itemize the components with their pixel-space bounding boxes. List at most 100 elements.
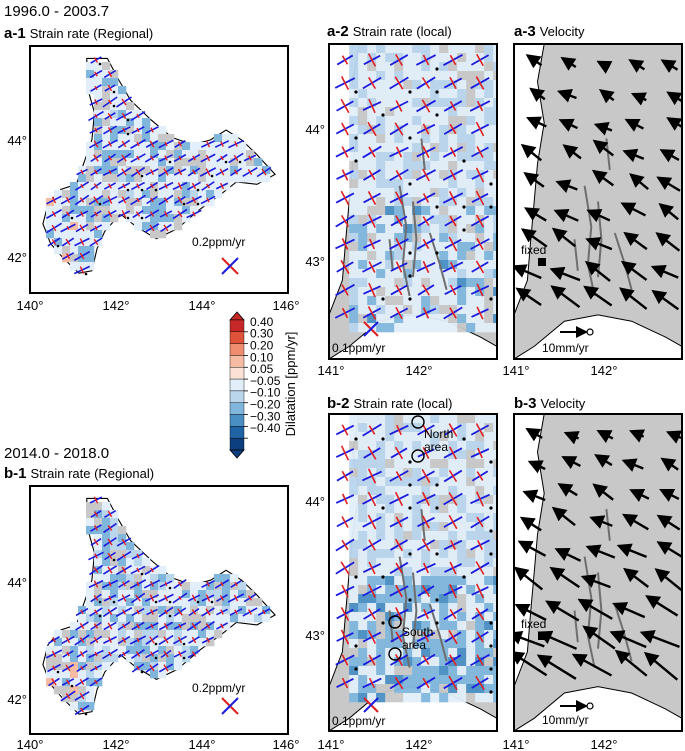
dilatation-cell bbox=[126, 638, 135, 647]
dilatation-cell bbox=[421, 143, 431, 153]
extension-axis bbox=[51, 196, 57, 204]
colorbar-min-triangle bbox=[229, 449, 245, 459]
dilatation-cell bbox=[430, 414, 440, 424]
extension-axis bbox=[341, 654, 349, 666]
dilatation-cell bbox=[457, 215, 467, 225]
extension-axis bbox=[108, 581, 112, 587]
dilatation-cell bbox=[110, 630, 119, 639]
extension-axis bbox=[79, 692, 85, 700]
extension-axis bbox=[178, 651, 182, 657]
dilatation-cell bbox=[94, 126, 103, 135]
dilatation-cell bbox=[254, 158, 263, 167]
dilatation-cell bbox=[439, 134, 449, 144]
dilatation-cell bbox=[394, 44, 404, 54]
dilatation-cell bbox=[174, 598, 183, 607]
gnss-station bbox=[435, 205, 439, 209]
dilatation-cell bbox=[206, 182, 215, 191]
gnss-station bbox=[140, 174, 144, 178]
dilatation-cell bbox=[367, 143, 377, 153]
dilatation-cell bbox=[484, 287, 494, 297]
extension-axis bbox=[107, 84, 113, 92]
dilatation-cell bbox=[439, 188, 449, 198]
extension-axis bbox=[191, 636, 197, 644]
dilatation-cell bbox=[238, 142, 247, 151]
dilatation-cell bbox=[421, 269, 431, 279]
dilatation-cell bbox=[358, 612, 368, 622]
velocity-vector bbox=[629, 429, 646, 443]
dilatation-cell bbox=[102, 190, 111, 199]
extension-axis bbox=[66, 211, 70, 217]
extension-axis bbox=[340, 259, 350, 275]
active-fault bbox=[412, 201, 418, 278]
gnss-station bbox=[408, 297, 412, 301]
dilatation-cell bbox=[94, 86, 103, 95]
dilatation-cell bbox=[86, 526, 95, 535]
dilatation-cell bbox=[349, 71, 359, 81]
dilatation-cell bbox=[134, 550, 143, 559]
extension-axis bbox=[107, 112, 113, 120]
dilatation-cell bbox=[385, 53, 395, 63]
velocity-vector bbox=[614, 649, 648, 677]
dilatation-cell bbox=[110, 174, 119, 183]
colorbar-tick-label: −0.20 bbox=[250, 398, 281, 412]
dilatation-cell bbox=[174, 654, 183, 663]
colorbar-ticks: 0.400.300.200.100.05−0.05−0.10−0.20−0.30… bbox=[244, 315, 281, 439]
extension-axis bbox=[219, 182, 225, 190]
dilatation-cell bbox=[421, 287, 431, 297]
velocity-vector bbox=[660, 457, 679, 472]
dilatation-cell bbox=[238, 174, 247, 183]
dilatation-cell bbox=[134, 174, 143, 183]
dilatation-cell bbox=[150, 566, 159, 575]
dilatation-cell bbox=[142, 222, 151, 231]
dilatation-cell bbox=[78, 638, 87, 647]
dilatation-cell bbox=[457, 639, 467, 649]
extension-axis bbox=[476, 238, 484, 250]
dilatation-cell bbox=[466, 152, 476, 162]
dilatation-cell bbox=[358, 107, 368, 117]
velocity-vector bbox=[622, 148, 645, 163]
dilatation-cell bbox=[254, 614, 263, 623]
dilatation-cell bbox=[466, 170, 476, 180]
dilatation-cell bbox=[94, 78, 103, 87]
dilatation-cell bbox=[394, 639, 404, 649]
dilatation-cell bbox=[86, 654, 95, 663]
dilatation-cell bbox=[367, 666, 377, 676]
extension-axis bbox=[449, 101, 457, 111]
dilatation-cell bbox=[86, 222, 95, 231]
dilatation-cell bbox=[430, 134, 440, 144]
dilatation-cell bbox=[94, 238, 103, 247]
dilatation-cell bbox=[484, 504, 494, 514]
velocity-vector bbox=[656, 514, 681, 531]
dilatation-cell bbox=[484, 134, 494, 144]
dilatation-cell bbox=[475, 531, 485, 541]
dilatation-cell bbox=[349, 450, 359, 460]
dilatation-cell bbox=[222, 174, 231, 183]
dilatation-cell bbox=[439, 233, 449, 243]
velocity-vector bbox=[514, 604, 547, 621]
velocity-vector bbox=[553, 209, 579, 223]
dilatation-cell bbox=[110, 214, 119, 223]
dilatation-cell bbox=[349, 170, 359, 180]
dilatation-cell bbox=[358, 179, 368, 189]
extension-axis bbox=[136, 553, 140, 559]
extension-axis bbox=[422, 491, 430, 507]
bay-water bbox=[514, 314, 682, 359]
extension-axis bbox=[93, 196, 99, 204]
extension-axis bbox=[107, 210, 113, 218]
velocity-vector bbox=[645, 595, 679, 617]
gnss-station bbox=[489, 182, 493, 186]
dilatation-cell bbox=[457, 459, 467, 469]
dilatation-cell bbox=[439, 423, 449, 433]
extension-axis bbox=[79, 266, 85, 274]
dilatation-cell bbox=[349, 504, 359, 514]
dilatation-cell bbox=[466, 188, 476, 198]
dilatation-cell bbox=[430, 152, 440, 162]
dilatation-cell bbox=[394, 594, 404, 604]
dilatation-cell bbox=[403, 540, 413, 550]
dilatation-cell bbox=[466, 684, 476, 694]
dilatation-cell bbox=[70, 702, 79, 711]
dilatation-cell bbox=[421, 206, 431, 216]
colorbar-label: Dilatation [ppm/yr] bbox=[283, 332, 298, 437]
dilatation-cell bbox=[421, 242, 431, 252]
dilatation-cell bbox=[70, 654, 79, 663]
